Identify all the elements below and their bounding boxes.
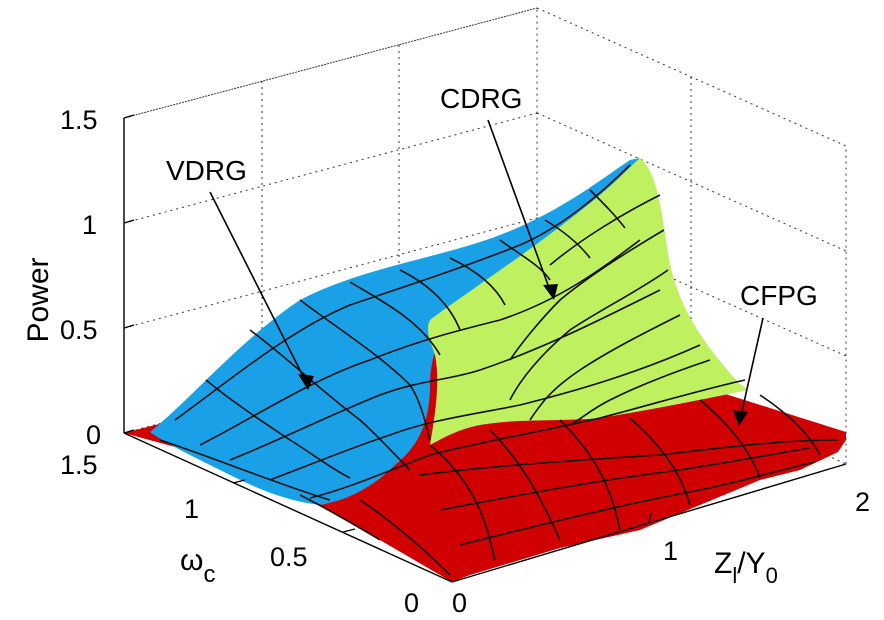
annotation-cdrg: CDRG (440, 83, 558, 300)
z-tick-0.5: 0.5 (60, 315, 98, 345)
omega-tick-0.5: 0.5 (270, 542, 308, 572)
tick-labels: 1.5 1 0.5 0 1.5 1 0.5 0 0 1 2 (60, 105, 870, 618)
axes (123, 114, 847, 583)
cdrg-label: CDRG (440, 83, 522, 114)
omega-axis-label: ωc (180, 544, 215, 588)
x-tick-2: 2 (855, 487, 870, 517)
x-axis-label: Zl/Y0 (714, 547, 778, 588)
annotation-cfpg: CFPG (733, 280, 818, 426)
omega-tick-1: 1 (184, 494, 199, 524)
x-tick-0: 0 (452, 588, 467, 618)
surface-cdrg (427, 158, 748, 445)
annotation-vdrg: VDRG (166, 155, 314, 390)
surface-mesh (159, 164, 839, 576)
vdrg-label: VDRG (166, 155, 247, 186)
omega-axis-line (123, 432, 453, 583)
cfpg-label: CFPG (740, 280, 818, 311)
z-tick-1.5: 1.5 (60, 105, 98, 135)
omega-tick-0: 0 (404, 588, 419, 618)
z-tick-0: 0 (86, 420, 101, 450)
z-axis-label: Power (22, 257, 55, 342)
surface-vdrg (150, 158, 640, 505)
x-tick-1: 1 (663, 536, 678, 566)
omega-tick-1.5: 1.5 (60, 450, 98, 480)
z-tick-1: 1 (82, 210, 97, 240)
